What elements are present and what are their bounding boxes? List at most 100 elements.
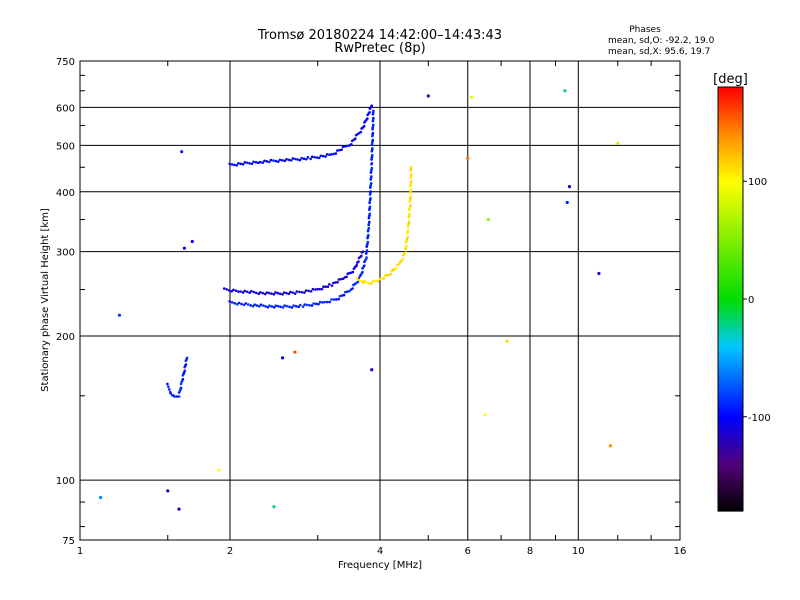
data-point bbox=[608, 444, 613, 448]
data-point bbox=[305, 157, 308, 161]
colorbar-segment bbox=[718, 115, 743, 120]
colorbar-segment bbox=[718, 154, 743, 159]
colorbar-segment bbox=[718, 401, 743, 406]
colorbar-segment bbox=[718, 182, 743, 187]
data-point bbox=[292, 304, 295, 307]
data-point bbox=[272, 505, 276, 509]
colorbar-segment bbox=[718, 108, 743, 113]
y-tick-label: 100 bbox=[56, 476, 75, 487]
data-point bbox=[597, 271, 601, 276]
colorbar-segment bbox=[718, 415, 743, 420]
colorbar-segment bbox=[718, 281, 743, 286]
data-point bbox=[300, 156, 303, 160]
data-point bbox=[235, 164, 239, 167]
data-point bbox=[332, 281, 335, 285]
data-point bbox=[370, 175, 373, 178]
data-point bbox=[404, 251, 408, 254]
data-point bbox=[272, 306, 276, 309]
data-point bbox=[285, 291, 288, 295]
data-point bbox=[293, 157, 297, 161]
data-point bbox=[370, 162, 374, 165]
data-point bbox=[324, 285, 328, 289]
data-point bbox=[228, 162, 231, 166]
colorbar-segment bbox=[718, 235, 743, 240]
data-point bbox=[298, 303, 302, 307]
colorbar-segment bbox=[718, 468, 743, 473]
data-point bbox=[426, 94, 430, 98]
colorbar-segment bbox=[718, 436, 743, 441]
colorbar-segment bbox=[718, 447, 743, 452]
data-point bbox=[372, 123, 375, 127]
colorbar-segment bbox=[718, 175, 743, 180]
data-point bbox=[318, 300, 322, 304]
data-point bbox=[243, 161, 247, 164]
data-point bbox=[362, 264, 366, 267]
data-point bbox=[371, 131, 375, 135]
data-point bbox=[385, 273, 389, 277]
data-point bbox=[287, 292, 291, 296]
data-point bbox=[348, 289, 351, 293]
colorbar-segment bbox=[718, 136, 743, 141]
data-point bbox=[370, 282, 373, 285]
data-point bbox=[301, 305, 305, 308]
data-point bbox=[339, 277, 343, 281]
phases-header: Phases bbox=[629, 25, 661, 35]
colorbar-segment bbox=[718, 426, 743, 431]
colorbar-segment bbox=[718, 118, 743, 123]
x-tick-label: 1 bbox=[77, 546, 83, 557]
data-point bbox=[318, 287, 322, 291]
x-axis-label: Frequency [MHz] bbox=[338, 560, 422, 571]
plot-area: 1 2 4 6 8 10 16 75 100 200 300 400 500 600 750 bbox=[56, 57, 686, 557]
data-point bbox=[319, 154, 323, 158]
data-point bbox=[363, 279, 367, 283]
colorbar-segment bbox=[718, 221, 743, 226]
colorbar-segment bbox=[718, 147, 743, 152]
data-point bbox=[313, 155, 316, 159]
data-point bbox=[261, 291, 265, 295]
chart-title: Tromsø 20180224 14:42:00–14:43:43 bbox=[257, 28, 502, 43]
data-point bbox=[285, 157, 288, 161]
data-point bbox=[405, 244, 408, 248]
colorbar-segment bbox=[718, 207, 743, 212]
data-point bbox=[321, 301, 324, 304]
data-point bbox=[254, 291, 258, 295]
data-point bbox=[281, 306, 285, 309]
colorbar-segment bbox=[718, 171, 743, 176]
data-point bbox=[257, 292, 260, 296]
data-point bbox=[241, 163, 245, 166]
colorbar-segment bbox=[718, 341, 743, 346]
data-point bbox=[376, 279, 380, 283]
data-point bbox=[303, 291, 306, 294]
data-point bbox=[294, 304, 298, 308]
colorbar-segment bbox=[718, 309, 743, 314]
data-point bbox=[334, 281, 337, 284]
data-point bbox=[269, 158, 273, 162]
data-point bbox=[297, 305, 300, 309]
data-point bbox=[563, 89, 567, 93]
colorbar-segment bbox=[718, 246, 743, 251]
data-point bbox=[369, 181, 373, 185]
colorbar-segment bbox=[718, 394, 743, 399]
colorbar-segment bbox=[718, 302, 743, 307]
data-point bbox=[328, 282, 331, 286]
data-point bbox=[276, 304, 280, 308]
data-point bbox=[366, 240, 370, 244]
data-point bbox=[259, 160, 262, 164]
colorbar-segment bbox=[718, 295, 743, 300]
data-point bbox=[293, 292, 297, 295]
data-point bbox=[232, 288, 235, 292]
chart-subtitle: RwPretec (8p) bbox=[334, 41, 425, 56]
data-point bbox=[370, 104, 374, 107]
data-point bbox=[409, 204, 412, 208]
data-point bbox=[276, 291, 280, 295]
data-point bbox=[340, 148, 343, 151]
colorbar-segment bbox=[718, 122, 743, 127]
data-point bbox=[355, 263, 359, 267]
data-point bbox=[310, 155, 314, 159]
data-point bbox=[180, 150, 184, 154]
colorbar-segment bbox=[718, 249, 743, 254]
data-point bbox=[306, 156, 310, 159]
data-point bbox=[274, 291, 277, 294]
data-point bbox=[261, 304, 265, 307]
